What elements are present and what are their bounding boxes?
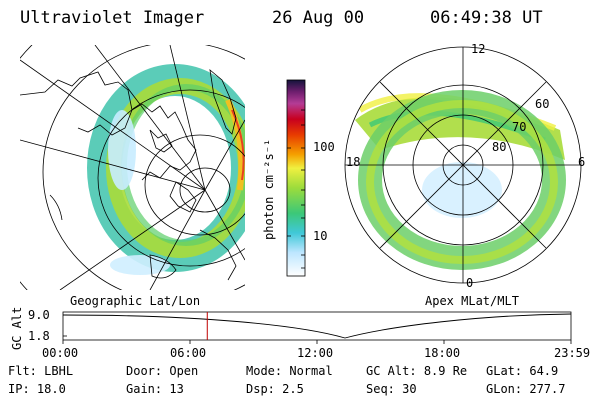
observation-date: 26 Aug 00 <box>272 8 365 28</box>
time-tick-2359: 23:59 <box>554 346 591 360</box>
param-seq: Seq: 30 <box>366 382 417 396</box>
altitude-tick-low: 1.8 <box>28 329 50 343</box>
param-gain: Gain: 13 <box>126 382 184 396</box>
mlt-label-18: 18 <box>346 155 361 169</box>
altitude-tick-high: 9.0 <box>28 308 50 322</box>
param-glat: GLat: 64.9 <box>486 364 559 378</box>
param-ip: IP: 18.0 <box>8 382 66 396</box>
mlt-label-0: 0 <box>466 276 474 290</box>
time-tick-1200: 12:00 <box>297 346 334 360</box>
time-tick-0600: 06:00 <box>170 346 207 360</box>
mlt-label-12: 12 <box>471 42 486 56</box>
colorbar-scale <box>286 79 306 277</box>
polar-map <box>344 46 582 284</box>
mlat-label-80: 80 <box>492 140 507 154</box>
mlat-label-60: 60 <box>535 97 550 111</box>
colorbar-ticks <box>287 109 305 269</box>
observation-time: 06:49:38 UT <box>430 8 543 28</box>
mlat-label-70: 70 <box>512 120 527 134</box>
time-tick-0000: 00:00 <box>42 346 79 360</box>
right-panel-caption: Apex MLat/MLT <box>425 294 519 308</box>
altitude-plot <box>62 311 572 344</box>
param-glon: GLon: 277.7 <box>486 382 566 396</box>
param-mode: Mode: Normal <box>246 364 333 378</box>
instrument-title: Ultraviolet Imager <box>20 8 205 28</box>
mlt-label-6: 6 <box>578 155 586 169</box>
colorbar-tick-100: 100 <box>313 140 335 154</box>
geographic-map <box>20 45 245 290</box>
colorbar-tick-10: 10 <box>313 229 328 243</box>
param-dsp: Dsp: 2.5 <box>246 382 304 396</box>
altitude-axis-label: GC Alt <box>10 306 24 350</box>
param-door: Door: Open <box>126 364 199 378</box>
param-gc-alt: GC Alt: 8.9 Re <box>366 364 468 378</box>
colorbar-unit-label: photon cm⁻²s⁻¹ <box>262 138 276 240</box>
time-tick-1800: 18:00 <box>424 346 461 360</box>
left-panel-caption: Geographic Lat/Lon <box>70 294 201 308</box>
param-filter: Flt: LBHL <box>8 364 74 378</box>
